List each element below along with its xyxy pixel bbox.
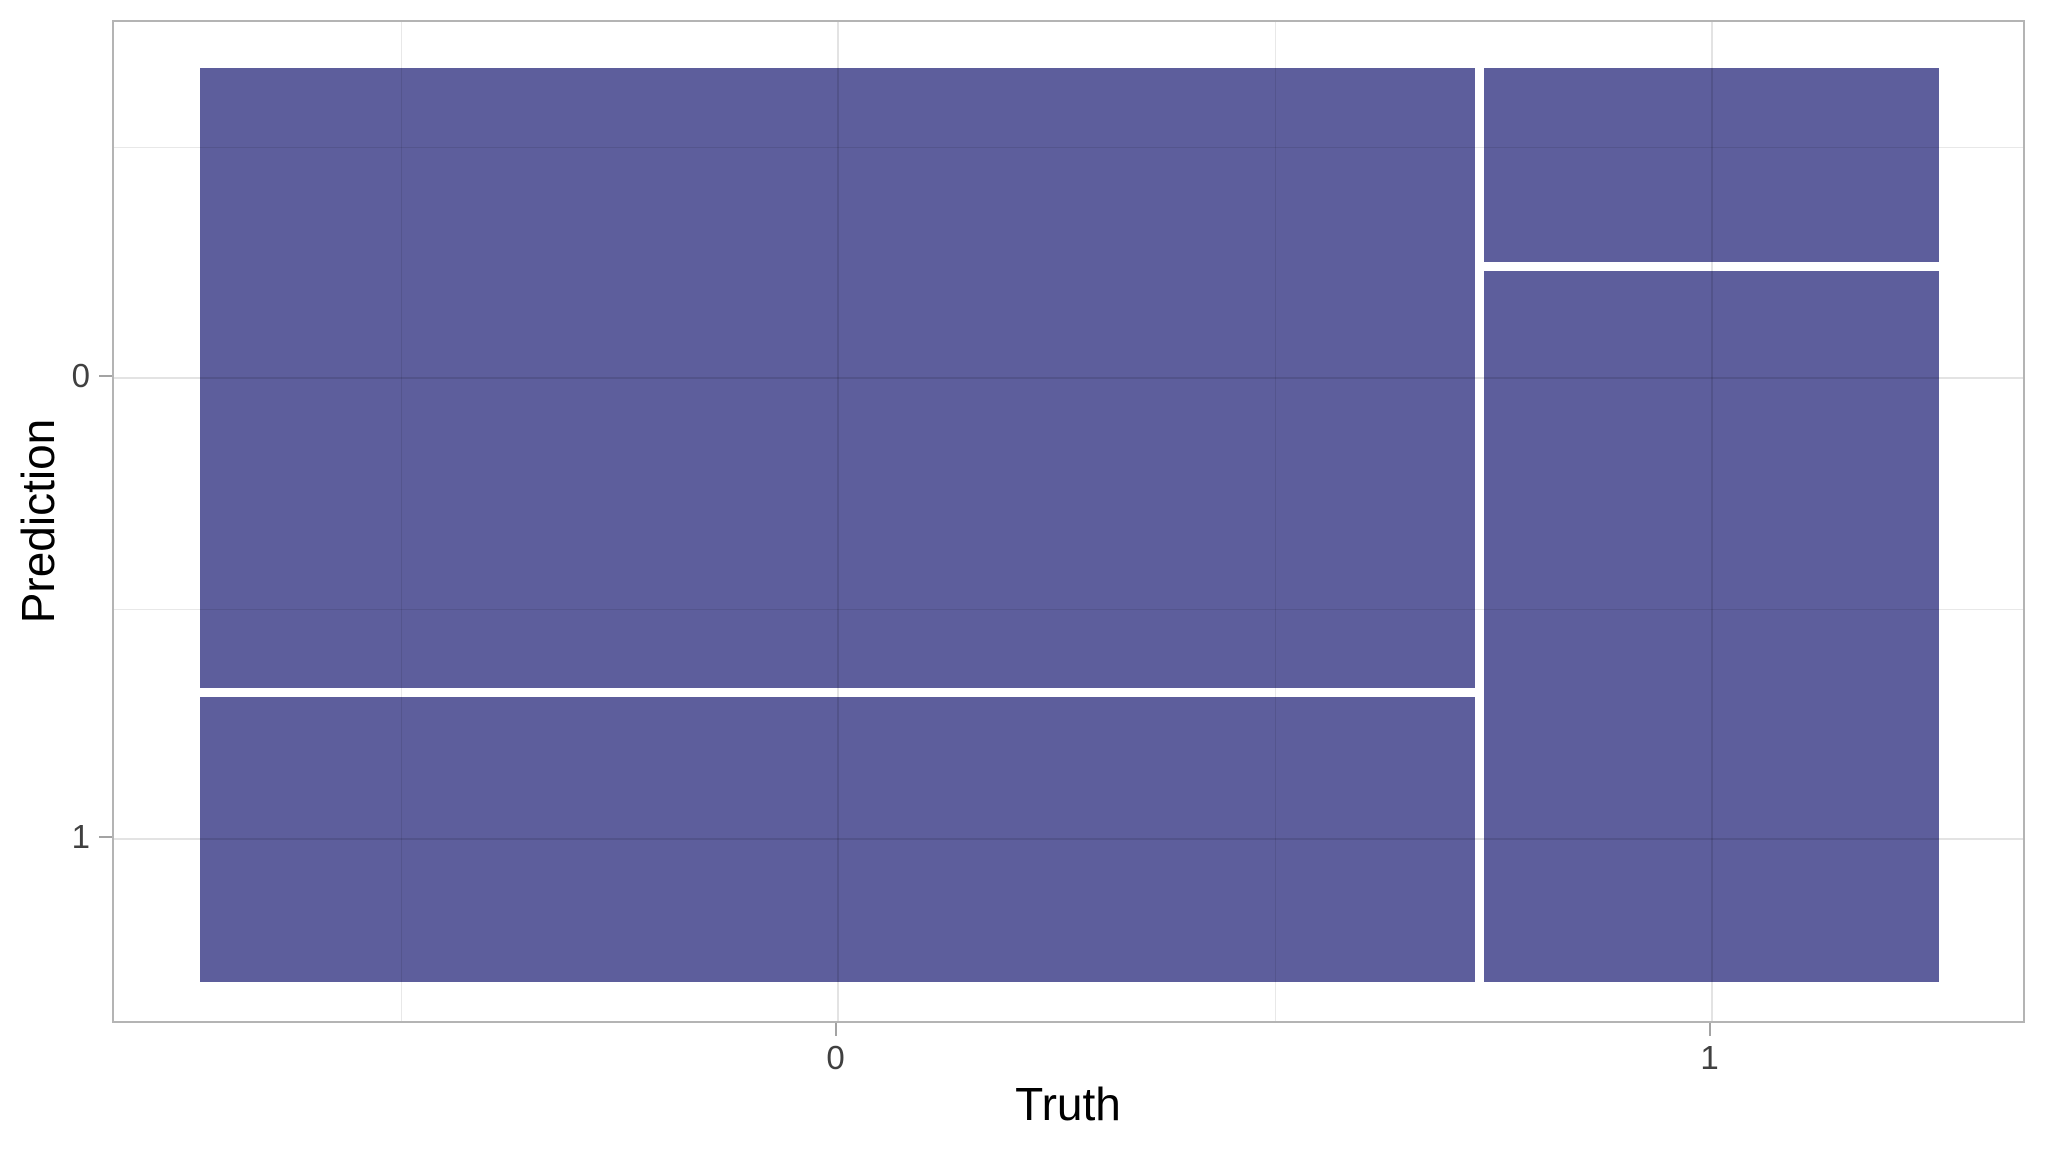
x-tick-label-1: 1	[1700, 1039, 1719, 1076]
x-axis-tick	[1708, 1023, 1711, 1036]
y-axis-title: Prediction	[12, 418, 64, 624]
plot-panel	[112, 20, 2025, 1023]
y-tick-label-1: 1	[71, 818, 90, 856]
mosaic-tile-truth-1-pred-1	[1484, 270, 1939, 982]
mosaic-tile-truth-0-pred-1	[200, 696, 1475, 982]
y-axis-tick	[99, 374, 112, 377]
x-axis-title: Truth	[1015, 1078, 1121, 1130]
x-tick-label-0: 0	[826, 1039, 845, 1076]
x-axis-tick	[834, 1023, 837, 1036]
mosaic-tile-truth-1-pred-0	[1484, 68, 1939, 262]
mosaic-tile-truth-0-pred-0	[200, 68, 1475, 688]
y-tick-label-0: 0	[71, 356, 90, 394]
y-axis-tick	[99, 836, 112, 839]
